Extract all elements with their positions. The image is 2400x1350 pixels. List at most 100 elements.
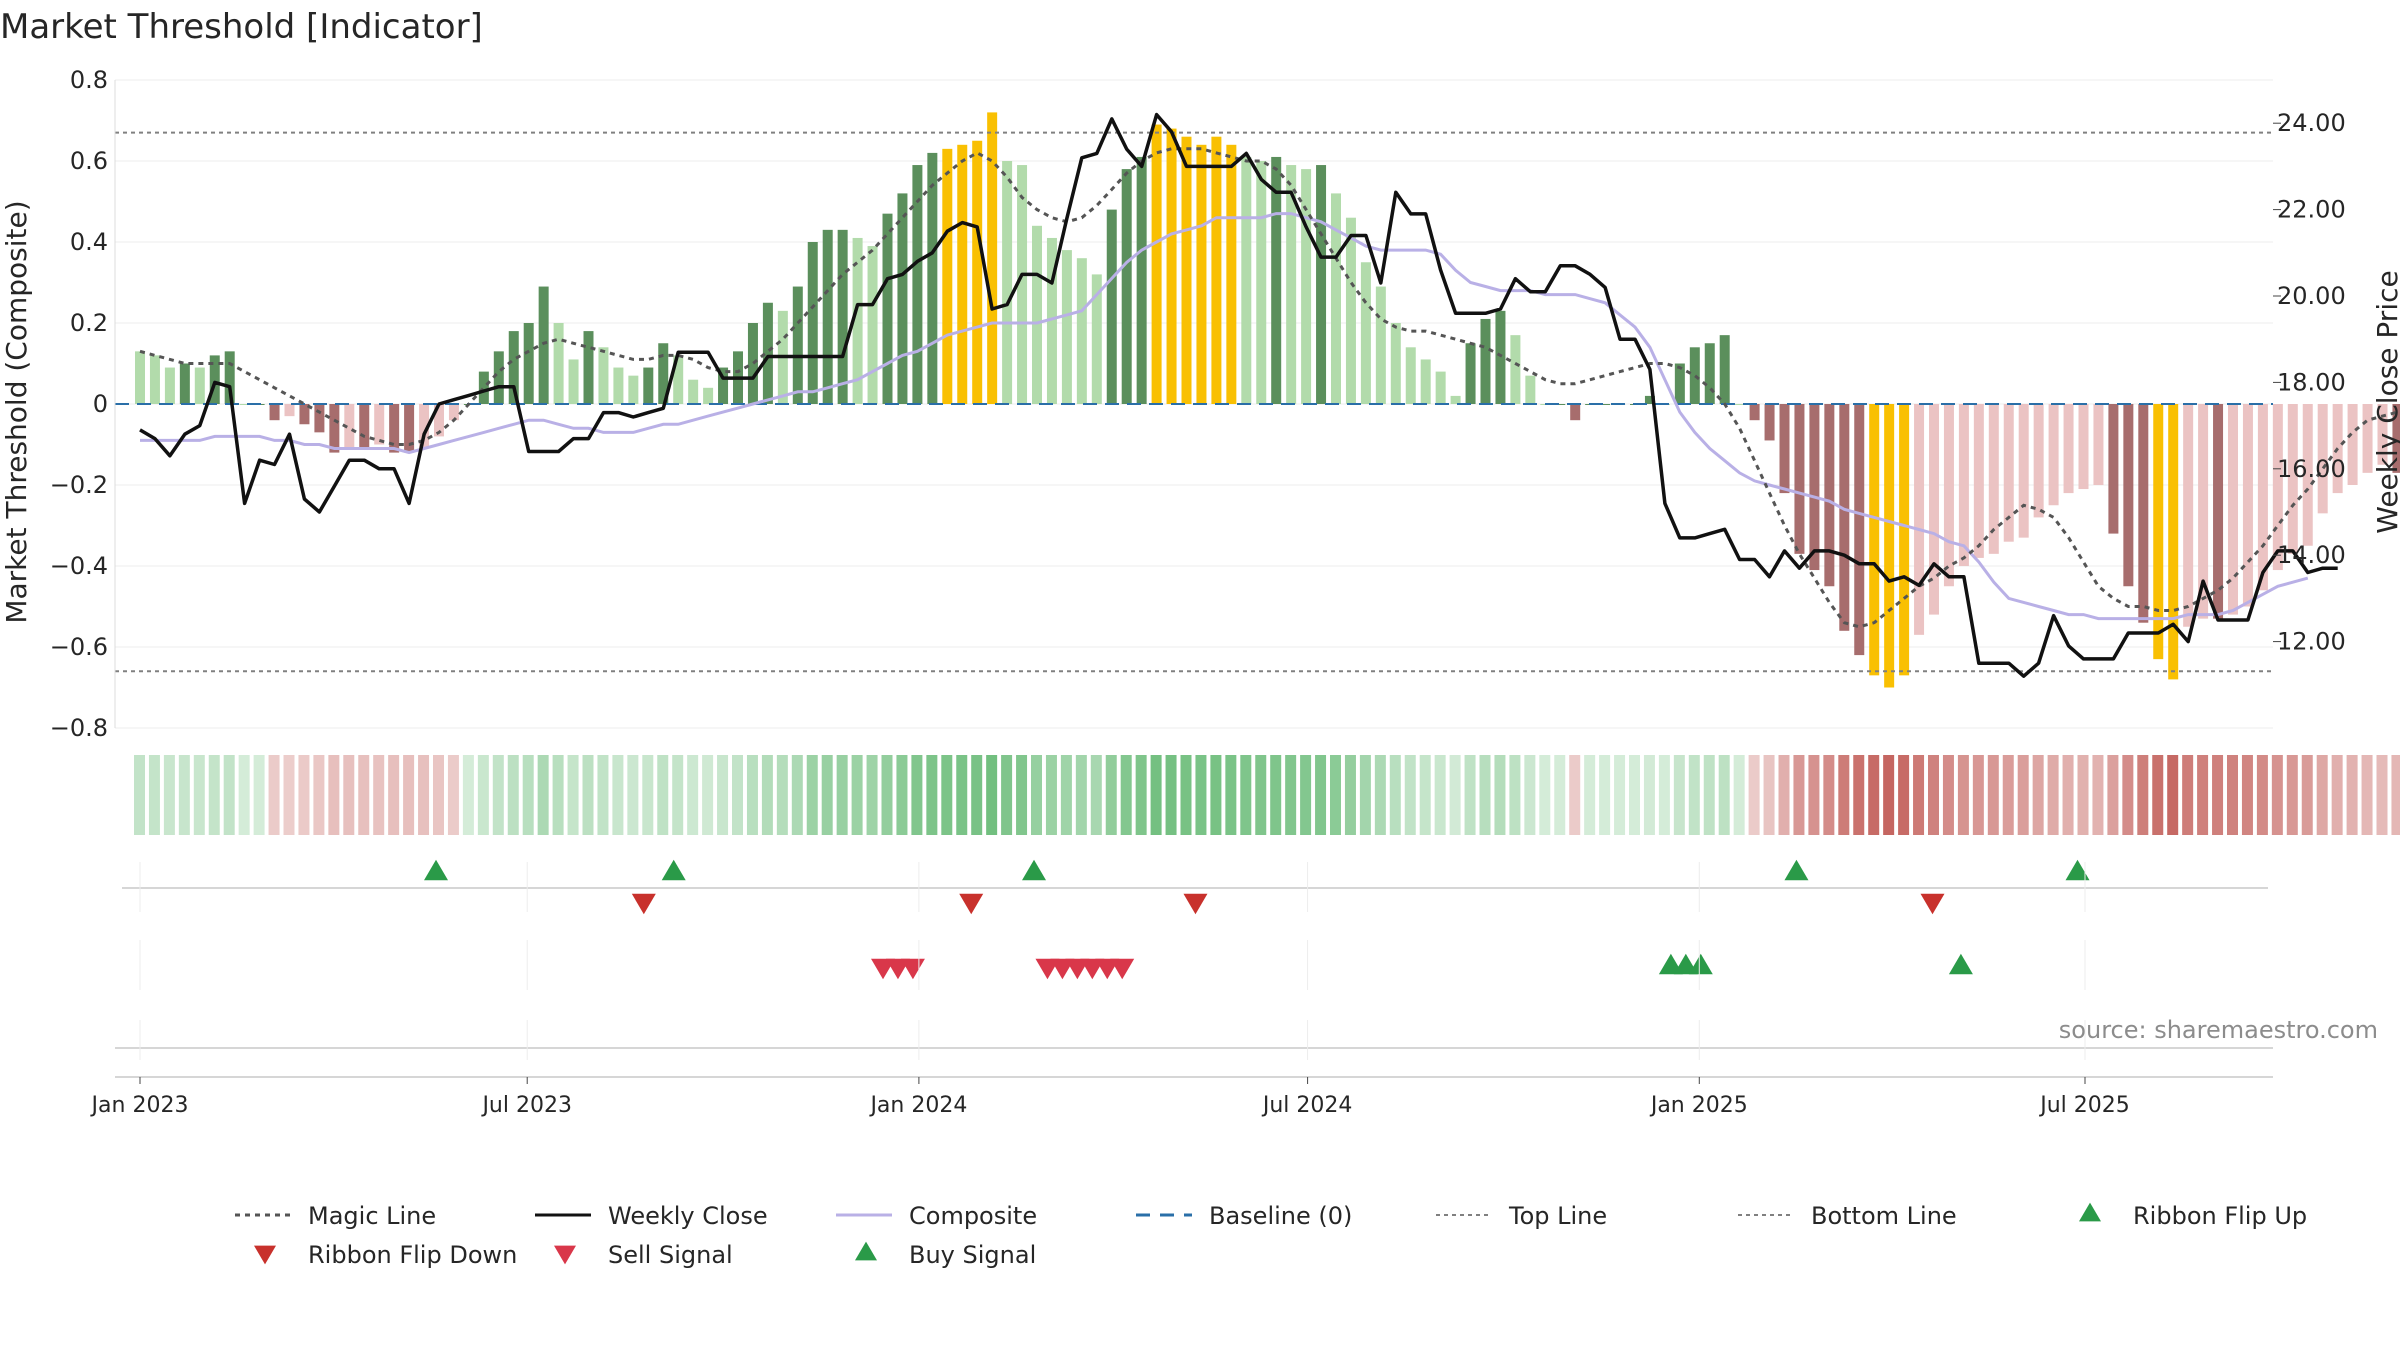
ribbon-cell — [358, 755, 370, 835]
composite-bar — [2168, 404, 2179, 680]
composite-bar — [1390, 323, 1401, 404]
composite-bar — [1943, 404, 1954, 587]
ribbon-cell — [2212, 755, 2224, 835]
composite-bar — [1420, 359, 1431, 404]
composite-bar — [239, 404, 250, 405]
y2-tick-label: 14.00 — [2277, 541, 2346, 569]
composite-bar — [1958, 404, 1969, 566]
ribbon-cell — [208, 755, 220, 835]
ribbon-cell — [1330, 755, 1341, 835]
y-tick-label: −0.6 — [50, 633, 108, 661]
ribbon-cell — [1823, 755, 1835, 835]
ribbon-cell — [1972, 755, 1984, 835]
ribbon-cell — [1225, 755, 1237, 835]
ribbon-cell — [447, 755, 459, 835]
ribbon-cell — [896, 755, 908, 835]
ribbon-flip-down-marker — [1920, 893, 1945, 915]
composite-bar — [1166, 128, 1177, 404]
ribbon-cell — [1524, 755, 1536, 835]
ribbon-cell — [1898, 755, 1910, 835]
axes: 0.8 0.6 0.4 0.2 0 −0.2 −0.4 −0.6 −0.8 24.00 22.00 2… — [50, 66, 2346, 742]
ribbon-cell — [1868, 755, 1880, 835]
composite-bar — [807, 242, 818, 404]
ribbon-cell — [313, 755, 325, 835]
composite-bar — [1988, 404, 1999, 554]
legend-label: Sell Signal — [608, 1241, 733, 1269]
composite-bar — [1854, 404, 1865, 656]
y-tick-label: −0.4 — [50, 552, 108, 580]
composite-bar — [1719, 335, 1730, 404]
ribbon-cell — [1270, 755, 1282, 835]
composite-bar — [852, 237, 863, 404]
composite-bar — [1465, 343, 1476, 404]
composite-bar — [1091, 274, 1102, 404]
composite-bar — [1689, 347, 1700, 404]
ribbon-cell — [1001, 755, 1013, 835]
composite-bar — [2317, 404, 2328, 514]
ribbon-cell — [2002, 755, 2014, 835]
composite-bar — [658, 343, 669, 404]
composite-bar — [703, 387, 714, 404]
ribbon-cell — [806, 755, 818, 835]
legend-label: Ribbon Flip Up — [2133, 1202, 2307, 1230]
ribbon-cell — [1539, 755, 1551, 835]
ribbon-cell — [866, 755, 878, 835]
legend-marker — [554, 1245, 576, 1265]
composite-bar — [194, 367, 205, 404]
composite-bar — [942, 148, 953, 404]
composite-bar — [912, 165, 923, 404]
composite-bar — [1480, 318, 1491, 404]
legend-label: Top Line — [1508, 1202, 1607, 1230]
ribbon-cell — [2152, 755, 2164, 835]
ribbon-cell — [537, 755, 549, 835]
ribbon-cell — [433, 755, 444, 835]
ribbon-cell — [926, 755, 938, 835]
ribbon-cell — [1255, 755, 1267, 835]
ribbon-cell — [2062, 755, 2074, 835]
ribbon-cell — [2391, 755, 2400, 835]
ribbon-cell — [776, 755, 788, 835]
composite-bar — [1914, 404, 1925, 635]
composite-bar — [269, 404, 280, 421]
y2-tick-label: 12.00 — [2277, 628, 2346, 656]
composite-bar — [2377, 404, 2388, 465]
ribbon-cell — [941, 755, 953, 835]
legend-label: Composite — [909, 1202, 1037, 1230]
composite-bar — [1002, 161, 1013, 404]
composite-bar — [987, 112, 998, 405]
x-tick-label: Jan 2025 — [1649, 1093, 1748, 1118]
ribbon-cell — [193, 755, 205, 835]
buy-signal-marker — [1948, 953, 1973, 975]
ribbon-cell — [2122, 755, 2134, 835]
ribbon-cell — [1509, 755, 1521, 835]
weekly-close-line — [139, 112, 2338, 678]
y-tick-label: 0 — [93, 390, 108, 418]
composite-bar — [2183, 404, 2194, 627]
composite-bar — [1106, 209, 1117, 404]
composite-bar — [762, 302, 773, 404]
composite-bar — [643, 367, 654, 404]
composite-bar — [209, 355, 220, 404]
ribbon-cell — [702, 755, 714, 835]
composite-bar — [1181, 136, 1192, 404]
ribbon-cell — [2331, 755, 2343, 835]
ribbon-cell — [522, 755, 534, 835]
ribbon-cell — [223, 755, 235, 835]
composite-bar — [1211, 136, 1222, 404]
composite-bar — [1136, 156, 1147, 404]
composite-bar — [478, 371, 489, 404]
ribbon-cell — [1569, 755, 1581, 835]
composite-bar — [179, 363, 190, 404]
ribbon-cell — [971, 755, 983, 835]
composite-bar — [2272, 404, 2283, 571]
ribbon-cell — [1195, 755, 1207, 835]
legend-label: Bottom Line — [1811, 1202, 1957, 1230]
composite-bar — [628, 375, 639, 404]
composite-bar — [1929, 404, 1939, 615]
y-tick-label: −0.2 — [50, 471, 108, 499]
ribbon-flip-up-marker — [1784, 859, 1809, 881]
composite-bar — [2018, 404, 2029, 538]
composite-bar — [1375, 286, 1386, 404]
composite-bar — [1869, 404, 1880, 676]
